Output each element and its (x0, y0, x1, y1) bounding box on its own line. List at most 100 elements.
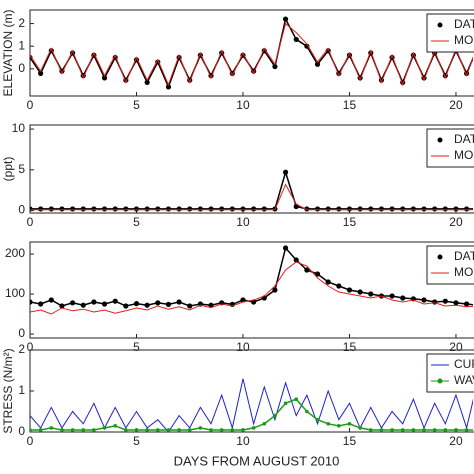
x-tick-label: 5 (133, 434, 140, 448)
data-point (155, 428, 160, 432)
data-point (209, 428, 213, 432)
data-point (59, 206, 65, 212)
data-point (49, 426, 54, 430)
legend-box (426, 245, 474, 285)
series-line (30, 246, 473, 307)
y-axis-label: ELEVATION (m) (1, 10, 15, 97)
plot-area (29, 349, 474, 433)
legend-marker (437, 254, 443, 260)
data-point (336, 283, 342, 289)
data-point (38, 428, 43, 432)
data-point (48, 297, 54, 303)
data-point (38, 70, 44, 76)
data-point (80, 302, 86, 308)
y-tick-label: 1 (18, 38, 25, 52)
data-point (368, 206, 374, 212)
data-point (453, 206, 459, 212)
data-point (176, 299, 182, 305)
data-point (69, 206, 76, 212)
y-tick-label: 10 (12, 121, 26, 135)
data-point (112, 298, 118, 304)
data-point (282, 16, 289, 22)
data-point (304, 43, 310, 49)
data-point (390, 428, 394, 432)
data-point (347, 422, 352, 426)
x-tick-label: 0 (27, 340, 34, 354)
plot-content (30, 169, 473, 212)
data-point (133, 206, 140, 212)
data-point (389, 206, 395, 212)
data-point (134, 428, 139, 432)
x-tick-label: 15 (343, 434, 357, 448)
series-line (30, 169, 473, 210)
data-point (422, 428, 426, 432)
legend-marker (437, 137, 443, 143)
data-point (91, 206, 97, 212)
x-tick-label: 5 (133, 340, 140, 354)
legend-label: CURRENT (454, 357, 474, 371)
y-tick-label: 200 (5, 246, 25, 260)
data-point (282, 245, 289, 251)
data-point (176, 206, 182, 212)
data-point (165, 206, 172, 212)
data-point (38, 301, 44, 307)
data-point (442, 206, 448, 212)
data-point (30, 206, 33, 212)
data-point (379, 428, 384, 432)
series-line (30, 183, 473, 211)
plot-area (29, 241, 474, 339)
x-tick-label: 5 (133, 98, 140, 112)
data-point (421, 206, 427, 212)
x-tick-label: 15 (343, 215, 357, 229)
legend-marker (437, 378, 443, 384)
data-point (155, 206, 161, 212)
data-point (219, 206, 225, 212)
legend-label: DATA (454, 249, 474, 263)
data-point (357, 206, 363, 212)
plot-content (30, 245, 473, 315)
data-point (325, 206, 331, 212)
legend-box (426, 353, 474, 393)
plot-content (30, 16, 473, 90)
data-point (337, 424, 341, 428)
y-tick-label: 0 (18, 326, 25, 340)
data-point (283, 401, 288, 406)
data-point (101, 206, 108, 212)
data-point (219, 428, 224, 432)
x-tick-label: 20 (449, 98, 463, 112)
plot-area (29, 124, 474, 214)
legend-marker (437, 22, 443, 28)
data-point (464, 301, 470, 307)
data-point (282, 169, 289, 175)
x-tick-label: 20 (449, 434, 463, 448)
data-point (400, 206, 406, 212)
data-point (166, 428, 171, 432)
x-tick-label: 0 (27, 215, 34, 229)
data-point (410, 206, 416, 212)
data-point (113, 424, 117, 428)
data-point (124, 428, 128, 432)
data-point (38, 206, 44, 212)
data-point (133, 301, 140, 307)
data-point (294, 397, 299, 402)
data-point (48, 206, 54, 212)
data-point (123, 303, 129, 309)
y-tick-label: 0 (18, 61, 25, 75)
data-point (358, 426, 362, 430)
y-tick-label: 5 (18, 162, 25, 176)
y-axis-label: (ppt) (1, 157, 15, 182)
data-point (91, 299, 97, 305)
data-point (368, 428, 373, 432)
data-point (305, 409, 309, 414)
data-point (241, 428, 245, 432)
data-point (80, 206, 86, 212)
data-point (272, 287, 278, 293)
data-point (101, 75, 108, 81)
data-point (30, 299, 33, 305)
data-point (81, 428, 86, 432)
data-point (59, 303, 65, 309)
data-point (197, 206, 203, 212)
data-point (368, 291, 374, 297)
data-point (464, 428, 469, 432)
series-line (30, 261, 473, 315)
